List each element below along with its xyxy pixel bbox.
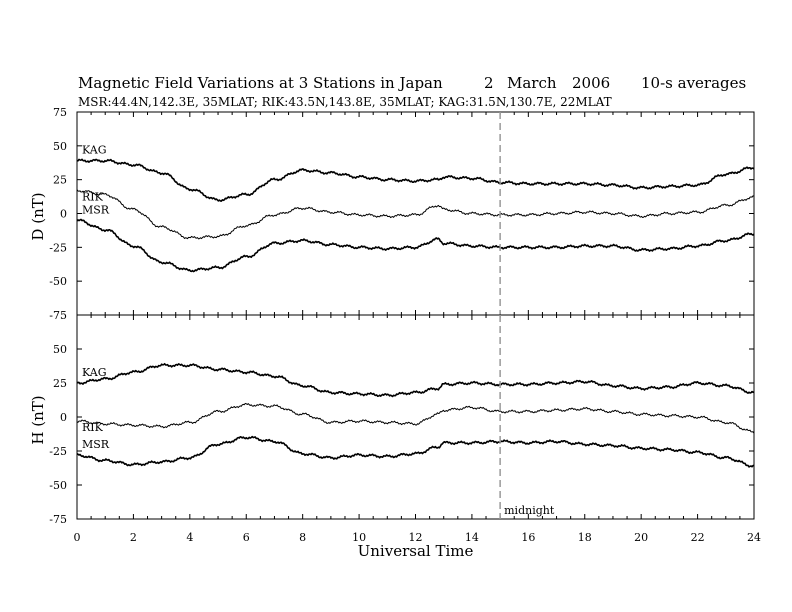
x-tick-label: 2 xyxy=(130,531,137,544)
series-label-msr: MSR xyxy=(82,438,110,451)
series-label-kag: KAG xyxy=(82,144,107,157)
x-tick-label: 6 xyxy=(243,531,250,544)
series-line-d-msr xyxy=(76,218,755,273)
chart-title-year: 2006 xyxy=(572,74,610,92)
chart-title-day: 2 xyxy=(484,74,494,92)
y-tick-label: 50 xyxy=(53,140,67,153)
x-tick-label: 12 xyxy=(409,531,423,544)
chart-title-averaging: 10-s averages xyxy=(641,74,746,92)
series-line-d-kag xyxy=(76,158,755,202)
chart-title: Magnetic Field Variations at 3 Stations … xyxy=(78,74,443,92)
x-tick-label: 22 xyxy=(691,531,705,544)
x-tick-label: 4 xyxy=(186,531,193,544)
y-tick-label: 50 xyxy=(53,343,67,356)
series-line-h-rik xyxy=(76,402,755,434)
y-tick-label: -25 xyxy=(49,445,67,458)
series-label-rik: RIK xyxy=(82,421,104,434)
y-tick-label: 0 xyxy=(60,411,67,424)
midnight-label: midnight xyxy=(504,504,555,517)
x-tick-label: 18 xyxy=(578,531,592,544)
series-line-d-rik xyxy=(76,189,755,240)
x-tick-label: 20 xyxy=(634,531,648,544)
panel-frame-h xyxy=(76,314,755,520)
y-axis-title-h: H (nT) xyxy=(29,395,47,444)
series-line-h-msr xyxy=(76,435,755,468)
y-axis-title-d: D (nT) xyxy=(29,192,47,240)
series-line-h-kag xyxy=(76,362,755,398)
x-tick-label: 24 xyxy=(747,531,761,544)
series-label-kag: KAG xyxy=(82,366,107,379)
series-label-rik: RIK xyxy=(82,190,104,203)
x-tick-label: 16 xyxy=(521,531,535,544)
x-tick-label: 8 xyxy=(299,531,306,544)
x-tick-label: 0 xyxy=(74,531,81,544)
y-tick-label: -25 xyxy=(49,241,67,254)
y-tick-label: 25 xyxy=(53,174,67,187)
y-tick-label: 0 xyxy=(60,208,67,221)
chart-title-month: March xyxy=(507,74,557,92)
chart-subtitle: MSR:44.4N,142.3E, 35MLAT; RIK:43.5N,143.… xyxy=(78,95,612,109)
x-axis-title: Universal Time xyxy=(358,542,474,560)
series-label-msr: MSR xyxy=(82,203,110,216)
x-tick-label: 14 xyxy=(465,531,479,544)
y-tick-label: -75 xyxy=(49,309,67,322)
y-tick-label: 75 xyxy=(53,106,67,119)
y-tick-label: -50 xyxy=(49,479,67,492)
y-tick-label: -50 xyxy=(49,275,67,288)
y-tick-label: 25 xyxy=(53,377,67,390)
x-tick-label: 10 xyxy=(352,531,366,544)
y-tick-label: -75 xyxy=(49,513,67,526)
